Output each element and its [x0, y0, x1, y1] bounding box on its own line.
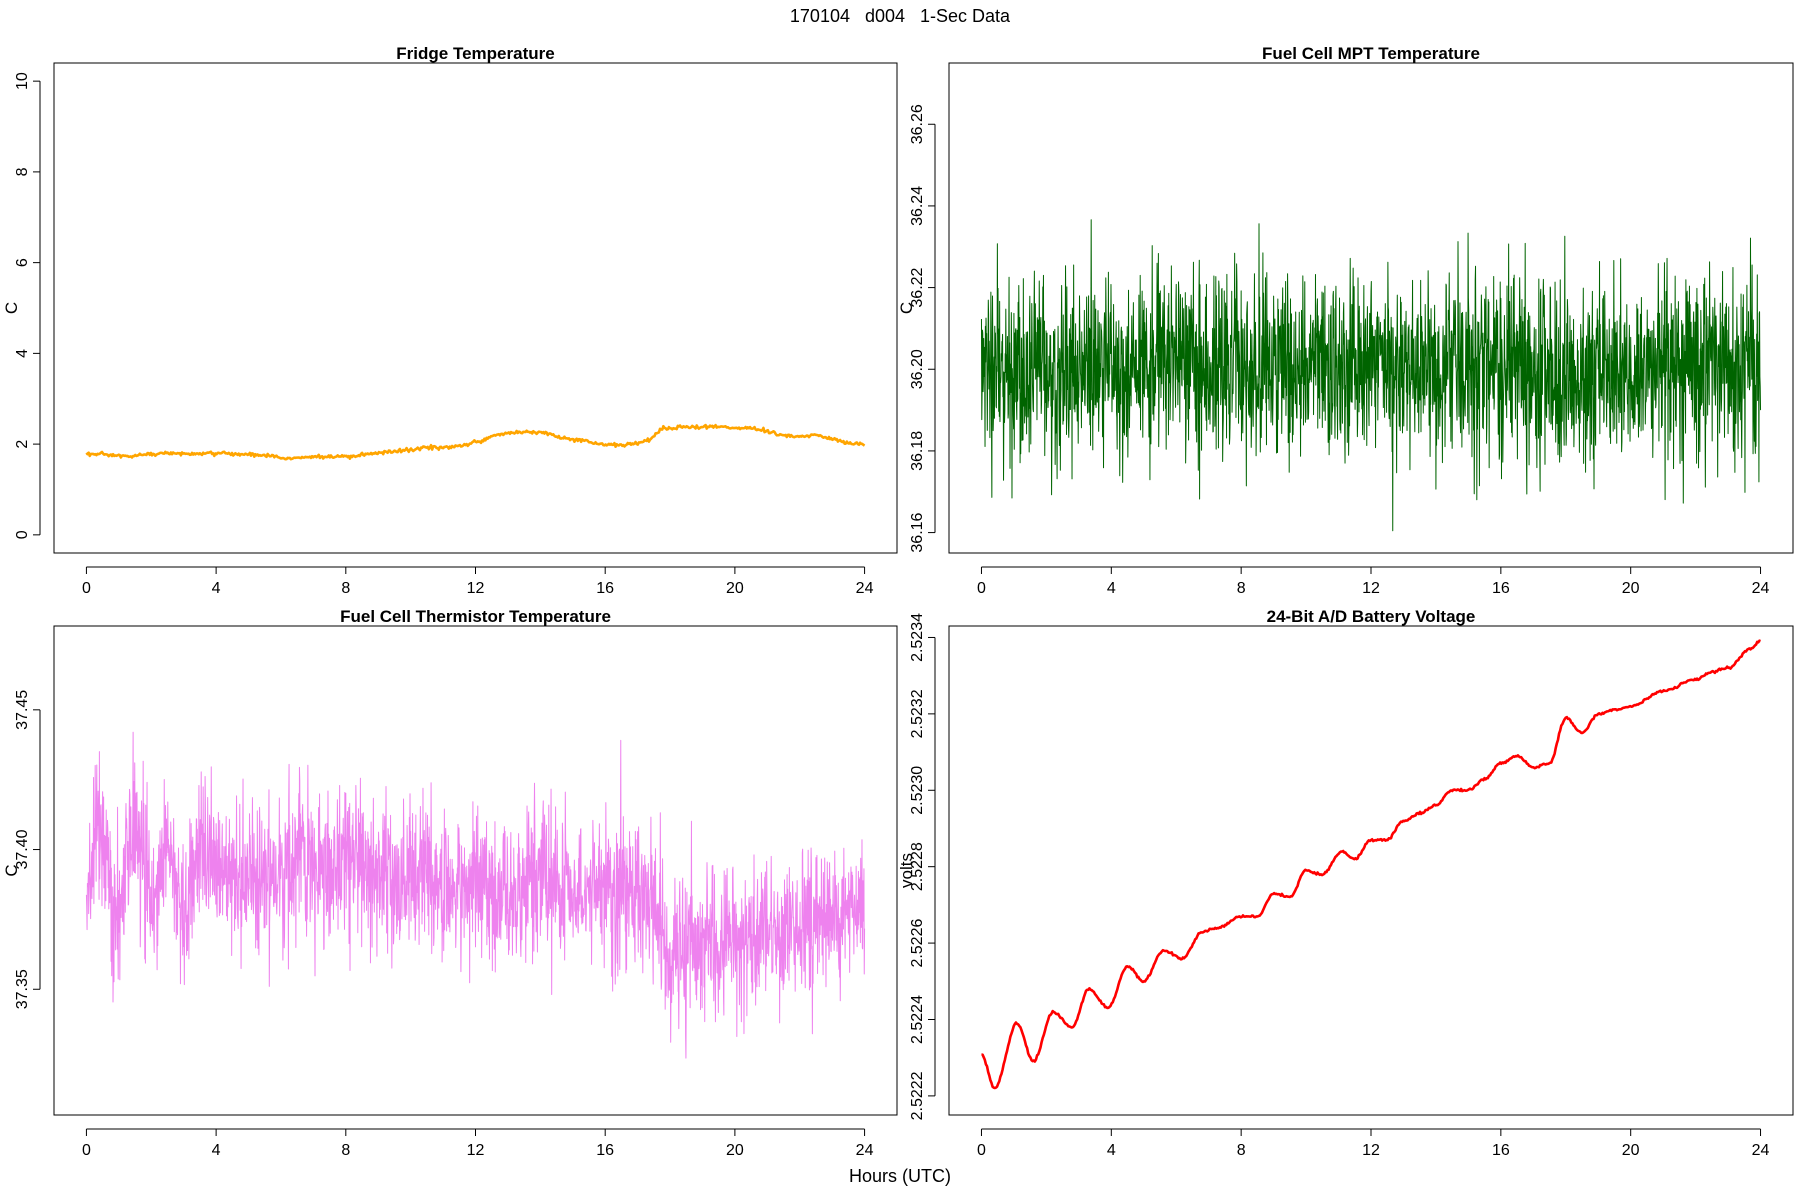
fridge-x-tick-label: 24 [856, 580, 874, 597]
fridge-y-tick-label: 4 [14, 349, 31, 358]
mpt-x-tick-label: 12 [1362, 580, 1380, 597]
battery-x-tick-label: 24 [1752, 1142, 1770, 1159]
battery-y-tick-label: 2.5234 [909, 613, 926, 662]
fridge-y-tick-label: 6 [14, 258, 31, 267]
thermistor-ylabel: C [2, 864, 21, 876]
battery-x-tick-label: 16 [1492, 1142, 1510, 1159]
mpt-panel: Fuel Cell MPT Temperature C 0 4 8 12 16 20 24 36.… [897, 44, 1794, 597]
fridge-x-tick-label: 0 [82, 580, 91, 597]
mpt-series-line [980, 219, 1762, 532]
mpt-y-tick-label: 36.24 [909, 186, 926, 226]
fridge-x-tick-label: 4 [212, 580, 221, 597]
battery-ylabel: volts [897, 853, 916, 888]
mpt-x-tick-label: 4 [1107, 580, 1116, 597]
battery-x-tick-label: 0 [977, 1142, 986, 1159]
fridge-x-tick-label: 20 [726, 580, 744, 597]
mpt-y-tick-label: 36.20 [909, 349, 926, 389]
battery-y-tick-label: 2.5228 [909, 842, 926, 891]
thermistor-x-tick-label: 24 [856, 1142, 874, 1159]
mpt-y-tick-label: 36.16 [909, 512, 926, 552]
battery-y-tick-label: 2.5222 [909, 1071, 926, 1120]
fridge-title: Fridge Temperature [396, 44, 554, 63]
battery-y-tick-label: 2.5230 [909, 766, 926, 815]
thermistor-y-tick-label: 37.45 [14, 690, 31, 730]
mpt-y-tick-label: 36.22 [909, 267, 926, 307]
mpt-ylabel: C [897, 302, 916, 314]
mpt-x-tick-label: 0 [977, 580, 986, 597]
mpt-title: Fuel Cell MPT Temperature [1262, 44, 1480, 63]
thermistor-x-tick-label: 16 [596, 1142, 614, 1159]
mpt-x-tick-label: 16 [1492, 580, 1510, 597]
battery-series-line [981, 639, 1761, 1090]
thermistor-x-tick-label: 12 [467, 1142, 485, 1159]
fridge-y-tick-label: 8 [14, 167, 31, 176]
battery-panel: 24-Bit A/D Battery Voltage volts 0 4 8 12 16 20… [897, 607, 1794, 1159]
fridge-x-tick-label: 8 [341, 580, 350, 597]
x-axis-label: Hours (UTC) [849, 1166, 951, 1186]
thermistor-y-tick-label: 37.35 [14, 969, 31, 1009]
page-title: 170104 d004 1-Sec Data [789, 6, 1011, 26]
fridge-y-tick-label: 0 [14, 530, 31, 539]
battery-y-tick-label: 2.5226 [909, 919, 926, 968]
fridge-series-line [85, 423, 866, 461]
battery-x-tick-label: 8 [1237, 1142, 1246, 1159]
thermistor-frame [53, 625, 898, 1116]
fridge-x-tick-label: 12 [467, 580, 485, 597]
thermistor-x-tick-label: 8 [341, 1142, 350, 1159]
fridge-y-tick-label: 10 [14, 72, 31, 90]
mpt-y-tick-label: 36.26 [909, 104, 926, 144]
battery-frame [948, 625, 1794, 1116]
thermistor-x-tick-label: 0 [82, 1142, 91, 1159]
thermistor-panel: Fuel Cell Thermistor Temperature C 0 4 8 12 16… [2, 607, 898, 1159]
battery-y-tick-label: 2.5224 [909, 995, 926, 1044]
mpt-x-tick-label: 8 [1237, 580, 1246, 597]
fridge-frame [53, 62, 898, 554]
battery-title: 24-Bit A/D Battery Voltage [1267, 607, 1476, 626]
battery-y-tick-label: 2.5232 [909, 689, 926, 738]
thermistor-y-tick-label: 37.40 [14, 829, 31, 869]
thermistor-x-tick-label: 20 [726, 1142, 744, 1159]
mpt-x-tick-label: 20 [1622, 580, 1640, 597]
thermistor-title: Fuel Cell Thermistor Temperature [340, 607, 611, 626]
battery-x-tick-label: 4 [1107, 1142, 1116, 1159]
mpt-frame [948, 62, 1794, 554]
fridge-ylabel: C [2, 302, 21, 314]
fridge-y-tick-label: 2 [14, 440, 31, 449]
fridge-x-tick-label: 16 [596, 580, 614, 597]
mpt-y-tick-label: 36.18 [909, 431, 926, 471]
battery-x-tick-label: 20 [1622, 1142, 1640, 1159]
thermistor-x-tick-label: 4 [212, 1142, 221, 1159]
mpt-x-tick-label: 24 [1752, 580, 1770, 597]
thermistor-series-line [85, 731, 866, 1059]
battery-x-tick-label: 12 [1362, 1142, 1380, 1159]
